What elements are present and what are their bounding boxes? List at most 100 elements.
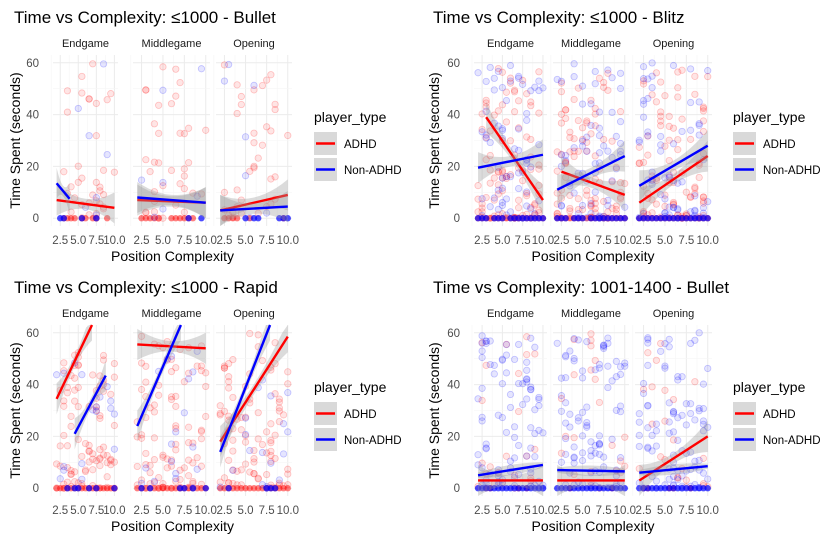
data-point-adhd <box>254 331 262 339</box>
data-point-non-adhd <box>595 440 604 448</box>
data-point-adhd <box>678 115 686 123</box>
data-point-adhd <box>258 356 267 365</box>
data-point-non-adhd <box>478 128 486 136</box>
data-point-non-adhd <box>578 142 587 150</box>
data-point-adhd <box>150 408 158 416</box>
y-axis-label: Time Spent (seconds) <box>7 72 23 208</box>
data-point-adhd <box>699 107 708 115</box>
data-point-adhd <box>197 462 206 470</box>
y-tick-label: 0 <box>33 483 39 495</box>
data-point-adhd <box>510 108 519 116</box>
data-point-non-adhd <box>578 432 587 440</box>
data-point-adhd <box>155 101 163 109</box>
data-point-adhd <box>682 476 690 484</box>
data-point-non-adhd <box>478 353 486 362</box>
data-point-adhd <box>225 456 233 464</box>
data-point-adhd <box>74 361 82 370</box>
data-point-adhd <box>587 342 595 350</box>
data-point-non-adhd <box>562 156 570 165</box>
data-point-non-adhd <box>665 173 673 182</box>
data-point-adhd <box>99 351 108 360</box>
data-point-non-adhd <box>570 459 578 467</box>
data-point-adhd <box>682 188 690 196</box>
facet-middlegame: Middlegame 2.5 5.0 7.5 10.0 <box>130 38 217 247</box>
facet-middlegame: Middlegame 2.5 5.0 7.5 10.0 <box>550 38 636 247</box>
data-point-adhd <box>267 71 275 79</box>
data-point-adhd <box>669 198 678 207</box>
data-point-non-adhd <box>604 339 612 347</box>
data-point-adhd <box>608 178 616 186</box>
data-point-adhd <box>515 97 523 105</box>
facet-strip-label: Middlegame <box>142 308 202 320</box>
data-point-adhd <box>570 95 578 104</box>
data-point-non-adhd <box>553 339 561 347</box>
data-point-adhd <box>535 161 543 169</box>
y-tick-label: 60 <box>26 328 39 340</box>
data-point-zero <box>621 485 628 492</box>
data-point-adhd <box>67 470 75 478</box>
data-point-adhd <box>250 458 258 466</box>
x-tick-label: 2.5 <box>474 235 490 247</box>
data-point-non-adhd <box>494 205 502 213</box>
data-point-adhd <box>527 98 535 106</box>
data-point-non-adhd <box>661 364 669 372</box>
data-point-non-adhd <box>110 445 118 453</box>
legend-label-adhd: ADHD <box>344 409 377 421</box>
data-point-adhd <box>644 349 652 357</box>
data-point-non-adhd <box>535 393 543 402</box>
data-point-non-adhd <box>502 351 511 359</box>
data-point-zero <box>202 485 209 492</box>
data-point-adhd <box>237 426 245 434</box>
data-point-adhd <box>185 456 193 464</box>
fit-line-non-adhd <box>137 196 206 204</box>
data-point-adhd <box>566 191 574 200</box>
facet-strip-label: Endgame <box>62 308 109 320</box>
data-point-non-adhd <box>578 374 587 382</box>
data-point-non-adhd <box>482 339 490 348</box>
data-point-adhd <box>557 394 566 403</box>
data-point-non-adhd <box>621 362 629 370</box>
data-point-non-adhd <box>616 147 625 155</box>
data-point-non-adhd <box>691 206 699 214</box>
data-point-non-adhd <box>661 362 669 370</box>
fit-line-non-adhd <box>477 463 544 477</box>
data-point-adhd <box>110 458 118 466</box>
data-point-adhd <box>78 89 86 97</box>
data-point-non-adhd <box>482 440 490 448</box>
data-point-adhd <box>502 452 511 460</box>
data-point-non-adhd <box>669 204 678 212</box>
data-point-non-adhd <box>595 439 604 448</box>
y-tick-label: 40 <box>26 380 39 392</box>
data-point-adhd <box>674 473 682 482</box>
data-point-non-adhd <box>478 339 486 347</box>
data-point-adhd <box>56 462 64 470</box>
data-point-non-adhd <box>591 449 599 457</box>
data-point-non-adhd <box>682 421 690 429</box>
data-point-non-adhd <box>669 410 678 418</box>
data-point-non-adhd <box>535 197 543 205</box>
data-point-adhd <box>478 339 486 347</box>
data-point-non-adhd <box>635 442 643 451</box>
data-point-non-adhd <box>150 477 158 485</box>
data-point-adhd <box>510 88 519 96</box>
data-point-adhd <box>482 156 490 164</box>
data-point-zero <box>75 485 82 492</box>
data-point-adhd <box>67 422 75 430</box>
data-point-non-adhd <box>639 63 648 71</box>
data-point-adhd <box>267 175 275 183</box>
data-point-non-adhd <box>523 159 531 168</box>
data-point-non-adhd <box>482 134 490 142</box>
confidence-band-non-adhd <box>220 325 271 468</box>
data-point-non-adhd <box>531 429 539 438</box>
data-point-adhd <box>562 158 570 166</box>
data-point-adhd <box>225 373 233 381</box>
data-point-non-adhd <box>553 75 561 84</box>
data-point-zero <box>621 215 628 222</box>
data-point-adhd <box>271 105 279 114</box>
facet-strip-label: Opening <box>653 308 695 320</box>
data-point-adhd <box>137 359 146 367</box>
data-point-adhd <box>150 456 158 464</box>
data-point-non-adhd <box>621 359 629 367</box>
data-point-adhd <box>263 76 271 84</box>
